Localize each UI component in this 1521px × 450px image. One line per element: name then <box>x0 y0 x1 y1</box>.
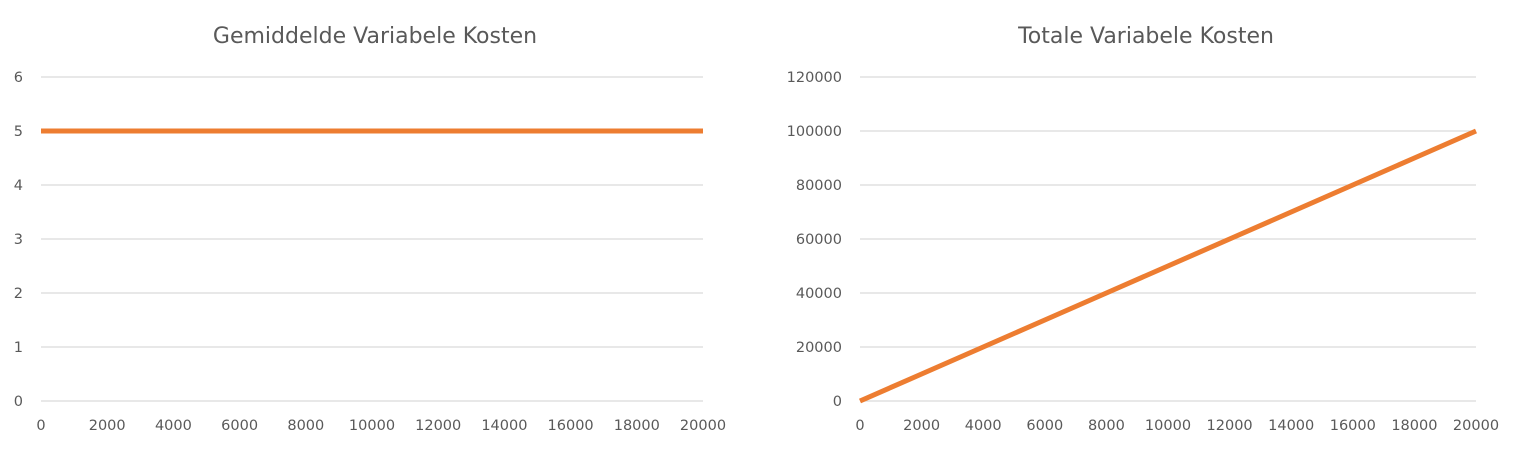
y-tick-label: 20000 <box>796 340 842 356</box>
x-axis-tick-labels: 0 2000 4000 6000 8000 10000 12000 14000 16000 180… <box>36 418 726 434</box>
x-tick-label: 12000 <box>1207 418 1253 434</box>
y-tick-label: 100000 <box>787 124 842 140</box>
x-tick-label: 6000 <box>1026 418 1063 434</box>
x-tick-label: 14000 <box>1268 418 1314 434</box>
chart-title: Gemiddelde Variabele Kosten <box>213 24 537 49</box>
x-tick-label: 2000 <box>903 418 940 434</box>
x-tick-label: 18000 <box>1391 418 1437 434</box>
y-tick-label: 4 <box>14 178 23 194</box>
x-tick-label: 18000 <box>614 418 660 434</box>
gridlines <box>860 76 1476 402</box>
y-tick-label: 40000 <box>796 286 842 302</box>
y-tick-label: 1 <box>14 340 23 356</box>
y-tick-label: 2 <box>14 286 23 302</box>
x-tick-label: 4000 <box>155 418 192 434</box>
chart-average-variable-costs: Gemiddelde Variabele Kosten 0 1 2 3 4 5 6 0 200… <box>14 24 726 434</box>
x-tick-label: 4000 <box>965 418 1002 434</box>
x-tick-label: 2000 <box>89 418 126 434</box>
x-tick-label: 16000 <box>548 418 594 434</box>
x-tick-label: 12000 <box>415 418 461 434</box>
x-axis-tick-labels: 0 2000 4000 6000 8000 10000 12000 14000 16000 180… <box>855 418 1499 434</box>
chart-title: Totale Variabele Kosten <box>1017 24 1274 49</box>
y-tick-label: 0 <box>14 394 23 410</box>
y-axis-tick-labels: 0 1 2 3 4 5 6 <box>14 70 23 410</box>
y-tick-label: 80000 <box>796 178 842 194</box>
y-tick-label: 3 <box>14 232 23 248</box>
series-lines <box>858 128 1478 404</box>
y-tick-label: 120000 <box>787 70 842 86</box>
y-tick-label: 60000 <box>796 232 842 248</box>
x-tick-label: 0 <box>855 418 864 434</box>
x-tick-label: 14000 <box>481 418 527 434</box>
x-tick-label: 16000 <box>1330 418 1376 434</box>
y-tick-label: 5 <box>14 124 23 140</box>
x-tick-label: 20000 <box>1453 418 1499 434</box>
y-axis-tick-labels: 0 20000 40000 60000 80000 100000 120000 <box>787 70 842 410</box>
x-tick-label: 20000 <box>680 418 726 434</box>
y-tick-label: 6 <box>14 70 23 86</box>
series-line-0 <box>858 128 1478 404</box>
x-tick-label: 10000 <box>1145 418 1191 434</box>
x-tick-label: 8000 <box>1088 418 1125 434</box>
x-tick-label: 8000 <box>287 418 324 434</box>
x-tick-label: 10000 <box>349 418 395 434</box>
y-tick-label: 0 <box>833 394 842 410</box>
x-tick-label: 0 <box>36 418 45 434</box>
x-tick-label: 6000 <box>221 418 258 434</box>
gridlines <box>41 76 703 402</box>
chart-total-variable-costs: Totale Variabele Kosten 0200004000060000… <box>787 24 1499 434</box>
